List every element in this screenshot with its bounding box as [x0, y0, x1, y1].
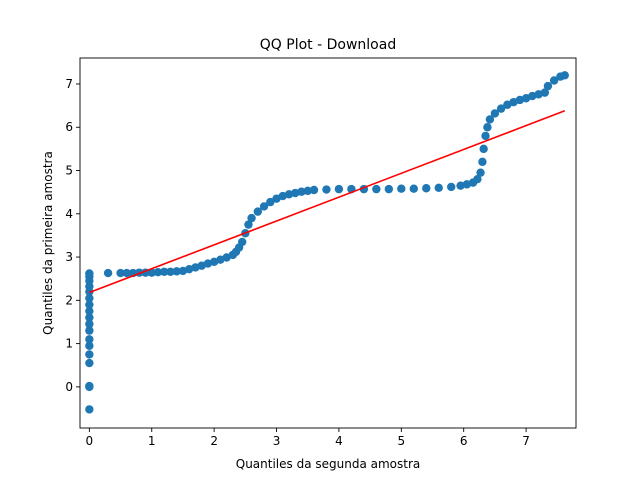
qq-point: [434, 183, 443, 193]
qq-point: [483, 123, 492, 132]
qq-point: [490, 109, 500, 118]
qq-point: [409, 184, 418, 193]
qq-point: [543, 81, 553, 91]
qq-point: [160, 267, 169, 276]
qq-point: [147, 268, 156, 277]
qq-point: [85, 300, 94, 309]
qq-point: [85, 341, 94, 350]
x-tick-label: 6: [460, 434, 468, 448]
qq-point: [238, 237, 247, 247]
qq-point: [103, 268, 113, 278]
qq-point: [485, 115, 495, 124]
qq-point: [297, 187, 306, 196]
x-tick-label: 1: [148, 434, 156, 448]
y-tick-label: 3: [65, 250, 73, 264]
x-tick-label: 4: [335, 434, 343, 448]
y-tick-label: 6: [65, 120, 73, 134]
qq-point: [549, 76, 559, 85]
qq-point: [303, 186, 312, 196]
qq-point: [85, 306, 94, 316]
y-axis-ticks: 0 1 2 3 4 5 6 7: [65, 77, 80, 394]
qq-point: [456, 181, 465, 190]
qq-point: [266, 197, 275, 207]
qq-point: [85, 313, 94, 322]
qq-point: [85, 326, 94, 335]
y-tick-label: 4: [65, 207, 73, 221]
x-tick-label: 5: [397, 434, 405, 448]
qq-point: [247, 213, 256, 223]
qq-point: [334, 184, 344, 194]
qq-point: [322, 185, 331, 194]
axes-background: [80, 58, 576, 428]
qq-point: [384, 184, 394, 194]
qq-point: [478, 157, 487, 167]
x-axis-ticks: 0 1 2 3 4 5 6 7: [86, 428, 530, 448]
qq-point: [85, 319, 94, 329]
qq-point: [473, 174, 482, 184]
qq-point: [476, 168, 485, 177]
x-tick-label: 0: [86, 434, 94, 448]
qq-point: [481, 131, 490, 141]
qq-point: [85, 269, 94, 278]
qq-point: [85, 335, 94, 344]
qq-point: [244, 220, 253, 229]
y-tick-label: 5: [65, 164, 73, 178]
qq-point: [284, 190, 294, 199]
x-tick-label: 7: [522, 434, 530, 448]
qq-point: [122, 268, 131, 278]
qq-point: [85, 405, 94, 414]
y-tick-label: 0: [65, 380, 73, 394]
qq-point: [172, 267, 181, 276]
qq-point: [259, 202, 269, 211]
qq-point: [496, 104, 506, 113]
qq-point: [560, 71, 569, 80]
qq-point: [309, 185, 319, 195]
qq-point: [447, 182, 456, 192]
axes-frame: [79, 57, 577, 429]
x-tick-label: 2: [210, 434, 218, 448]
qq-point: [166, 267, 175, 276]
qq-point: [85, 358, 94, 368]
reference-line: [89, 110, 566, 294]
y-tick-label: 2: [65, 293, 73, 307]
qq-point: [479, 144, 488, 154]
qq-point: [397, 184, 406, 193]
qq-point: [372, 184, 381, 194]
qq-point: [85, 350, 94, 359]
y-axis-label: Quantiles da primeira amostra: [41, 151, 55, 335]
y-tick-label: 1: [65, 337, 73, 351]
qq-point: [291, 188, 300, 198]
x-tick-label: 3: [273, 434, 281, 448]
qq-point: [422, 184, 431, 193]
plot-area: [80, 58, 576, 428]
qq-point: [85, 381, 94, 391]
x-axis-label: Quantiles da segunda amostra: [236, 457, 421, 471]
y-tick-label: 7: [65, 77, 73, 91]
qq-point: [116, 268, 125, 278]
qq-point: [153, 268, 163, 277]
chart-title: QQ Plot - Download: [260, 37, 396, 53]
qq-point: [85, 293, 94, 303]
qq-point: [253, 207, 263, 216]
qq-point: [540, 88, 550, 97]
data-marks: [85, 71, 569, 414]
